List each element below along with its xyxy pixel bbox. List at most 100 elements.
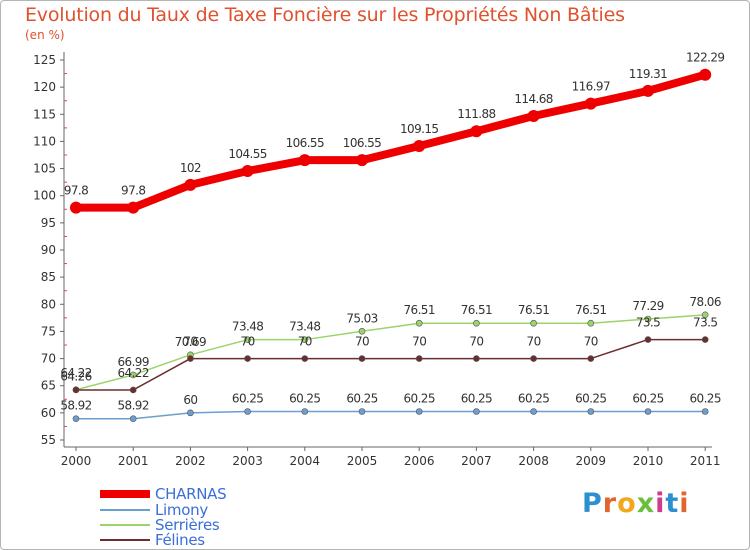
y-tick-label-60: 60 — [41, 406, 56, 420]
legend-label-limony: Limony — [155, 501, 208, 519]
point-charnas-2011 — [699, 68, 712, 81]
point-limony-2000 — [72, 415, 80, 423]
point-serrieres-2008 — [530, 319, 537, 327]
data-label-serrieres-2011: 78.06 — [690, 295, 721, 309]
data-label-felines-2004: 70 — [298, 335, 312, 349]
data-label-serrieres-2003: 73.48 — [232, 320, 263, 334]
point-limony-2001 — [129, 415, 137, 423]
chart-title: Evolution du Taux de Taxe Foncière sur l… — [25, 4, 625, 26]
series-line-felines — [75, 338, 706, 391]
x-tick-label-2010: 2010 — [633, 454, 664, 468]
y-tick-label-70: 70 — [41, 352, 56, 366]
data-label-charnas-2008: 114.68 — [514, 92, 552, 106]
data-label-charnas-2002: 102 — [180, 161, 201, 175]
logo-letter: i — [679, 488, 690, 519]
data-label-serrieres-2000: 64.26 — [60, 370, 91, 384]
point-felines-2002 — [187, 355, 194, 362]
proxiti-logo: Proxiti — [582, 488, 690, 519]
legend-swatch-charnas — [100, 490, 150, 498]
point-charnas-2002 — [184, 178, 197, 191]
data-label-charnas-2003: 104.55 — [228, 147, 266, 161]
legend-label-serrieres: Serrières — [155, 516, 220, 534]
series-line-limony — [75, 410, 706, 420]
point-felines-2010 — [644, 336, 652, 343]
x-tick-label-2005: 2005 — [347, 454, 378, 468]
data-label-serrieres-2001: 66.99 — [118, 355, 149, 369]
point-felines-2005 — [358, 355, 366, 362]
point-charnas-2001 — [127, 201, 140, 214]
point-limony-2011 — [701, 408, 709, 415]
series-line-charnas — [72, 70, 710, 212]
data-label-felines-2011: 73.5 — [693, 316, 717, 330]
data-label-limony-2005: 60.25 — [346, 392, 377, 406]
data-label-felines-2001: 64.22 — [118, 366, 149, 380]
y-tick-label-115: 115 — [33, 107, 56, 121]
point-serrieres-2007 — [473, 319, 480, 327]
data-label-felines-2000: 64.22 — [60, 366, 91, 380]
data-label-charnas-2005: 106.55 — [343, 136, 381, 150]
data-label-felines-2003: 70 — [241, 335, 255, 349]
point-serrieres-2001 — [129, 371, 137, 379]
point-serrieres-2009 — [587, 319, 595, 327]
point-serrieres-2010 — [644, 315, 652, 323]
point-serrieres-2003 — [244, 336, 251, 343]
point-felines-2006 — [415, 355, 423, 362]
data-label-charnas-2000: 97.8 — [64, 184, 88, 198]
point-limony-2004 — [301, 408, 309, 415]
data-label-limony-2009: 60.25 — [575, 392, 606, 406]
logo-letter: P — [582, 488, 603, 519]
point-charnas-2009 — [584, 97, 597, 110]
data-label-felines-2007: 70 — [469, 335, 483, 349]
point-limony-2005 — [358, 408, 366, 415]
data-label-charnas-2001: 97.8 — [121, 184, 145, 198]
legend-label-felines: Félines — [155, 531, 205, 549]
x-tick-label-2002: 2002 — [175, 454, 206, 468]
data-label-limony-2003: 60.25 — [232, 392, 263, 406]
y-tick-label-95: 95 — [41, 216, 56, 230]
x-tick-label-2008: 2008 — [518, 454, 549, 468]
x-tick-label-2000: 2000 — [61, 454, 92, 468]
data-label-charnas-2007: 111.88 — [457, 107, 495, 121]
x-tick-label-2004: 2004 — [290, 454, 321, 468]
data-label-limony-2006: 60.25 — [404, 392, 435, 406]
data-label-charnas-2006: 109.15 — [400, 122, 438, 136]
point-felines-2011 — [701, 336, 709, 343]
data-label-charnas-2011: 122.29 — [686, 51, 724, 65]
data-label-serrieres-2009: 76.51 — [575, 303, 606, 317]
x-tick-label-2006: 2006 — [404, 454, 435, 468]
data-label-serrieres-2007: 76.51 — [461, 303, 492, 317]
point-felines-2009 — [587, 355, 595, 362]
data-label-felines-2010: 73.5 — [636, 316, 660, 330]
point-serrieres-2011 — [701, 311, 709, 319]
x-tick-label-2009: 2009 — [576, 454, 607, 468]
data-label-felines-2006: 70 — [412, 335, 426, 349]
point-felines-2007 — [473, 355, 480, 362]
data-label-charnas-2010: 119.31 — [629, 67, 667, 81]
point-limony-2007 — [473, 408, 480, 415]
data-label-felines-2009: 70 — [584, 335, 598, 349]
point-charnas-2006 — [413, 140, 426, 153]
point-serrieres-2004 — [301, 336, 309, 343]
x-tick-label-2001: 2001 — [118, 454, 149, 468]
logo-letter: r — [602, 488, 618, 519]
y-tick-label-110: 110 — [33, 134, 56, 148]
data-label-limony-2004: 60.25 — [289, 392, 320, 406]
data-label-felines-2008: 70 — [527, 335, 541, 349]
data-label-serrieres-2005: 75.03 — [346, 311, 377, 325]
legend-swatch-limony — [100, 509, 150, 511]
data-label-serrieres-2006: 76.51 — [404, 303, 435, 317]
data-label-charnas-2009: 116.97 — [572, 80, 610, 94]
data-label-limony-2008: 60.25 — [518, 392, 549, 406]
y-tick-label-65: 65 — [41, 379, 56, 393]
y-tick-label-55: 55 — [41, 433, 56, 447]
series-line-serrieres — [75, 314, 706, 391]
y-unit-label: (en %) — [25, 28, 65, 42]
point-limony-2006 — [415, 408, 423, 415]
y-tick-label-120: 120 — [33, 80, 56, 94]
point-serrieres-2006 — [415, 319, 423, 327]
data-label-limony-2001: 58.92 — [118, 399, 149, 413]
logo-letter: x — [636, 488, 656, 519]
data-label-serrieres-2002: 70.69 — [175, 335, 206, 349]
data-label-serrieres-2010: 77.29 — [632, 299, 663, 313]
